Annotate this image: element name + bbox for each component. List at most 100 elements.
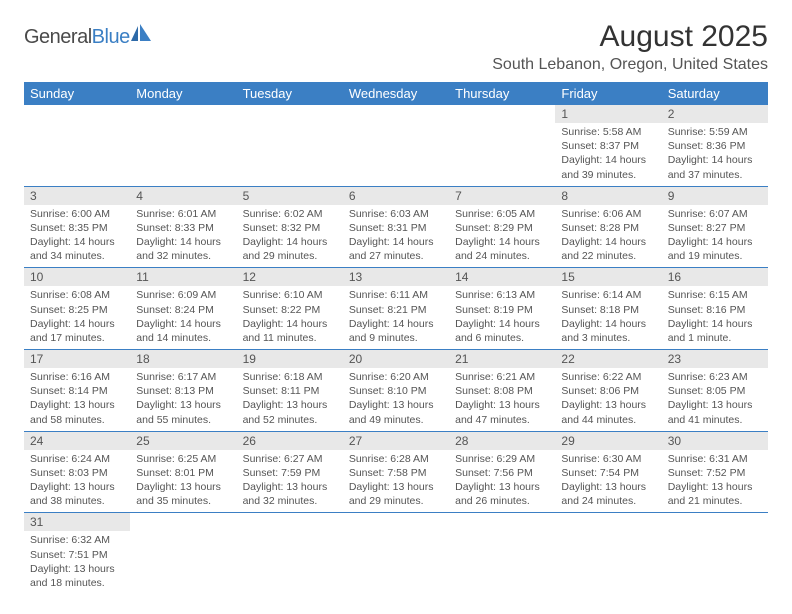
sunrise-text: Sunrise: 6:09 AM bbox=[136, 288, 230, 302]
calendar-day-cell: 25Sunrise: 6:25 AMSunset: 8:01 PMDayligh… bbox=[130, 431, 236, 513]
day-info: Sunrise: 6:29 AMSunset: 7:56 PMDaylight:… bbox=[449, 450, 555, 513]
day-info: Sunrise: 6:01 AMSunset: 8:33 PMDaylight:… bbox=[130, 205, 236, 268]
sunrise-text: Sunrise: 6:29 AM bbox=[455, 452, 549, 466]
sunset-text: Sunset: 8:06 PM bbox=[561, 384, 655, 398]
sunset-text: Sunset: 8:29 PM bbox=[455, 221, 549, 235]
calendar-week-row: 1Sunrise: 5:58 AMSunset: 8:37 PMDaylight… bbox=[24, 105, 768, 186]
weekday-header: Monday bbox=[130, 82, 236, 105]
calendar-day-cell: 21Sunrise: 6:21 AMSunset: 8:08 PMDayligh… bbox=[449, 350, 555, 432]
calendar-day-cell: 26Sunrise: 6:27 AMSunset: 7:59 PMDayligh… bbox=[237, 431, 343, 513]
calendar-table: SundayMondayTuesdayWednesdayThursdayFrid… bbox=[24, 82, 768, 594]
calendar-day-cell: 9Sunrise: 6:07 AMSunset: 8:27 PMDaylight… bbox=[662, 186, 768, 268]
sunrise-text: Sunrise: 6:30 AM bbox=[561, 452, 655, 466]
sunrise-text: Sunrise: 6:01 AM bbox=[136, 207, 230, 221]
calendar-week-row: 10Sunrise: 6:08 AMSunset: 8:25 PMDayligh… bbox=[24, 268, 768, 350]
daylight-text: Daylight: 14 hours and 3 minutes. bbox=[561, 317, 655, 345]
day-number: 23 bbox=[662, 350, 768, 368]
day-number: 5 bbox=[237, 187, 343, 205]
brand-text: GeneralBlue bbox=[24, 26, 130, 49]
calendar-day-cell: 28Sunrise: 6:29 AMSunset: 7:56 PMDayligh… bbox=[449, 431, 555, 513]
sunrise-text: Sunrise: 6:15 AM bbox=[668, 288, 762, 302]
day-info: Sunrise: 6:20 AMSunset: 8:10 PMDaylight:… bbox=[343, 368, 449, 431]
calendar-day-cell: 5Sunrise: 6:02 AMSunset: 8:32 PMDaylight… bbox=[237, 186, 343, 268]
daylight-text: Daylight: 13 hours and 55 minutes. bbox=[136, 398, 230, 426]
calendar-day-cell: 18Sunrise: 6:17 AMSunset: 8:13 PMDayligh… bbox=[130, 350, 236, 432]
day-number: 11 bbox=[130, 268, 236, 286]
sunset-text: Sunset: 8:14 PM bbox=[30, 384, 124, 398]
day-info: Sunrise: 6:11 AMSunset: 8:21 PMDaylight:… bbox=[343, 286, 449, 349]
calendar-day-cell: 6Sunrise: 6:03 AMSunset: 8:31 PMDaylight… bbox=[343, 186, 449, 268]
daylight-text: Daylight: 13 hours and 58 minutes. bbox=[30, 398, 124, 426]
day-info: Sunrise: 6:25 AMSunset: 8:01 PMDaylight:… bbox=[130, 450, 236, 513]
sunset-text: Sunset: 8:13 PM bbox=[136, 384, 230, 398]
calendar-day-cell: 13Sunrise: 6:11 AMSunset: 8:21 PMDayligh… bbox=[343, 268, 449, 350]
sunset-text: Sunset: 7:52 PM bbox=[668, 466, 762, 480]
calendar-day-cell: 7Sunrise: 6:05 AMSunset: 8:29 PMDaylight… bbox=[449, 186, 555, 268]
daylight-text: Daylight: 14 hours and 24 minutes. bbox=[455, 235, 549, 263]
daylight-text: Daylight: 13 hours and 32 minutes. bbox=[243, 480, 337, 508]
daylight-text: Daylight: 14 hours and 22 minutes. bbox=[561, 235, 655, 263]
calendar-empty-cell bbox=[237, 513, 343, 594]
sunset-text: Sunset: 8:21 PM bbox=[349, 303, 443, 317]
day-number: 2 bbox=[662, 105, 768, 123]
sunset-text: Sunset: 8:03 PM bbox=[30, 466, 124, 480]
day-number: 8 bbox=[555, 187, 661, 205]
daylight-text: Daylight: 13 hours and 38 minutes. bbox=[30, 480, 124, 508]
sunset-text: Sunset: 8:24 PM bbox=[136, 303, 230, 317]
day-info: Sunrise: 5:59 AMSunset: 8:36 PMDaylight:… bbox=[662, 123, 768, 186]
page-header: GeneralBlue August 2025 South Lebanon, O… bbox=[24, 20, 768, 74]
day-number: 29 bbox=[555, 432, 661, 450]
sunrise-text: Sunrise: 6:03 AM bbox=[349, 207, 443, 221]
sunset-text: Sunset: 8:16 PM bbox=[668, 303, 762, 317]
daylight-text: Daylight: 13 hours and 29 minutes. bbox=[349, 480, 443, 508]
calendar-day-cell: 24Sunrise: 6:24 AMSunset: 8:03 PMDayligh… bbox=[24, 431, 130, 513]
day-info: Sunrise: 6:06 AMSunset: 8:28 PMDaylight:… bbox=[555, 205, 661, 268]
sunrise-text: Sunrise: 6:14 AM bbox=[561, 288, 655, 302]
sunrise-text: Sunrise: 6:05 AM bbox=[455, 207, 549, 221]
calendar-day-cell: 29Sunrise: 6:30 AMSunset: 7:54 PMDayligh… bbox=[555, 431, 661, 513]
day-info: Sunrise: 6:23 AMSunset: 8:05 PMDaylight:… bbox=[662, 368, 768, 431]
sunset-text: Sunset: 8:36 PM bbox=[668, 139, 762, 153]
calendar-day-cell: 8Sunrise: 6:06 AMSunset: 8:28 PMDaylight… bbox=[555, 186, 661, 268]
brand-part2: Blue bbox=[92, 26, 130, 48]
calendar-day-cell: 20Sunrise: 6:20 AMSunset: 8:10 PMDayligh… bbox=[343, 350, 449, 432]
day-info: Sunrise: 6:17 AMSunset: 8:13 PMDaylight:… bbox=[130, 368, 236, 431]
daylight-text: Daylight: 14 hours and 6 minutes. bbox=[455, 317, 549, 345]
sunset-text: Sunset: 8:01 PM bbox=[136, 466, 230, 480]
sunrise-text: Sunrise: 6:27 AM bbox=[243, 452, 337, 466]
day-info: Sunrise: 6:21 AMSunset: 8:08 PMDaylight:… bbox=[449, 368, 555, 431]
sunset-text: Sunset: 8:33 PM bbox=[136, 221, 230, 235]
day-info: Sunrise: 6:32 AMSunset: 7:51 PMDaylight:… bbox=[24, 531, 130, 594]
day-info: Sunrise: 6:18 AMSunset: 8:11 PMDaylight:… bbox=[237, 368, 343, 431]
weekday-header: Wednesday bbox=[343, 82, 449, 105]
sunrise-text: Sunrise: 6:17 AM bbox=[136, 370, 230, 384]
sunset-text: Sunset: 8:28 PM bbox=[561, 221, 655, 235]
sunset-text: Sunset: 7:51 PM bbox=[30, 548, 124, 562]
calendar-day-cell: 1Sunrise: 5:58 AMSunset: 8:37 PMDaylight… bbox=[555, 105, 661, 186]
calendar-day-cell: 3Sunrise: 6:00 AMSunset: 8:35 PMDaylight… bbox=[24, 186, 130, 268]
weekday-header: Sunday bbox=[24, 82, 130, 105]
sunrise-text: Sunrise: 6:02 AM bbox=[243, 207, 337, 221]
weekday-header: Thursday bbox=[449, 82, 555, 105]
sunset-text: Sunset: 8:18 PM bbox=[561, 303, 655, 317]
day-number: 10 bbox=[24, 268, 130, 286]
day-info: Sunrise: 6:30 AMSunset: 7:54 PMDaylight:… bbox=[555, 450, 661, 513]
calendar-empty-cell bbox=[662, 513, 768, 594]
daylight-text: Daylight: 14 hours and 39 minutes. bbox=[561, 153, 655, 181]
day-info: Sunrise: 6:16 AMSunset: 8:14 PMDaylight:… bbox=[24, 368, 130, 431]
calendar-day-cell: 14Sunrise: 6:13 AMSunset: 8:19 PMDayligh… bbox=[449, 268, 555, 350]
calendar-empty-cell bbox=[237, 105, 343, 186]
day-number: 7 bbox=[449, 187, 555, 205]
calendar-day-cell: 30Sunrise: 6:31 AMSunset: 7:52 PMDayligh… bbox=[662, 431, 768, 513]
sunset-text: Sunset: 7:59 PM bbox=[243, 466, 337, 480]
calendar-header-row: SundayMondayTuesdayWednesdayThursdayFrid… bbox=[24, 82, 768, 105]
calendar-day-cell: 4Sunrise: 6:01 AMSunset: 8:33 PMDaylight… bbox=[130, 186, 236, 268]
sunrise-text: Sunrise: 6:23 AM bbox=[668, 370, 762, 384]
title-block: August 2025 South Lebanon, Oregon, Unite… bbox=[492, 20, 768, 74]
calendar-day-cell: 23Sunrise: 6:23 AMSunset: 8:05 PMDayligh… bbox=[662, 350, 768, 432]
calendar-week-row: 31Sunrise: 6:32 AMSunset: 7:51 PMDayligh… bbox=[24, 513, 768, 594]
day-number: 6 bbox=[343, 187, 449, 205]
day-info: Sunrise: 6:28 AMSunset: 7:58 PMDaylight:… bbox=[343, 450, 449, 513]
day-info: Sunrise: 6:05 AMSunset: 8:29 PMDaylight:… bbox=[449, 205, 555, 268]
daylight-text: Daylight: 13 hours and 52 minutes. bbox=[243, 398, 337, 426]
